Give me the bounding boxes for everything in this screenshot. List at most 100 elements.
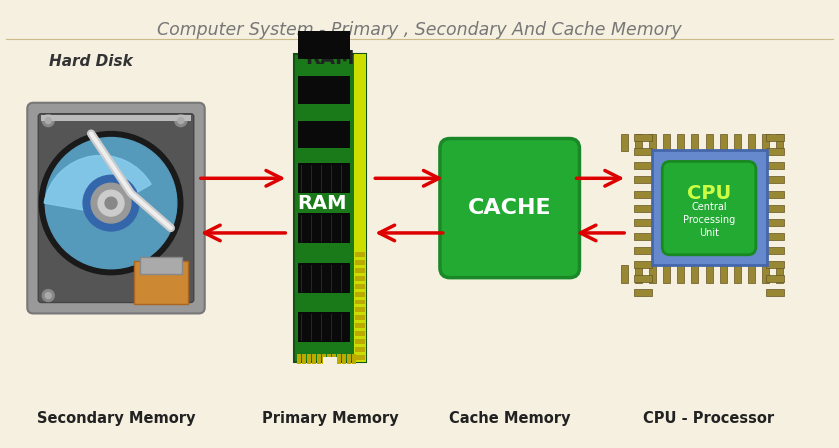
- Text: RAM: RAM: [305, 49, 355, 68]
- Text: RAM: RAM: [298, 194, 347, 213]
- Bar: [342, 354, 347, 364]
- Text: Secondary Memory: Secondary Memory: [37, 411, 195, 426]
- FancyBboxPatch shape: [28, 103, 205, 314]
- Bar: [322, 354, 326, 364]
- Bar: [748, 134, 755, 151]
- FancyBboxPatch shape: [41, 115, 190, 121]
- Circle shape: [42, 289, 55, 302]
- Bar: [621, 134, 628, 151]
- Bar: [355, 292, 365, 297]
- Bar: [355, 268, 365, 273]
- Bar: [766, 219, 784, 226]
- Bar: [355, 252, 365, 257]
- Bar: [352, 354, 357, 364]
- Bar: [355, 347, 365, 352]
- Bar: [355, 339, 365, 344]
- Bar: [302, 354, 306, 364]
- Text: Central
Processing
Unit: Central Processing Unit: [683, 202, 735, 238]
- Bar: [748, 265, 755, 283]
- Bar: [355, 355, 365, 360]
- FancyBboxPatch shape: [140, 257, 182, 274]
- Bar: [299, 165, 350, 193]
- Bar: [691, 134, 698, 151]
- Bar: [649, 265, 656, 283]
- Circle shape: [91, 183, 131, 223]
- Circle shape: [175, 115, 187, 127]
- Bar: [766, 148, 784, 155]
- FancyBboxPatch shape: [336, 49, 345, 57]
- Bar: [762, 265, 769, 283]
- Bar: [766, 233, 784, 240]
- Bar: [766, 247, 784, 254]
- Circle shape: [178, 118, 184, 124]
- Bar: [720, 265, 727, 283]
- Bar: [766, 134, 784, 141]
- Bar: [634, 190, 652, 198]
- Bar: [677, 134, 685, 151]
- Bar: [355, 284, 365, 289]
- Bar: [634, 134, 652, 141]
- Bar: [734, 134, 741, 151]
- Bar: [634, 275, 652, 282]
- Bar: [634, 219, 652, 226]
- Bar: [634, 247, 652, 254]
- Bar: [766, 163, 784, 169]
- Bar: [766, 289, 784, 296]
- Bar: [776, 265, 783, 283]
- Bar: [649, 134, 656, 151]
- Bar: [355, 307, 365, 312]
- FancyBboxPatch shape: [323, 357, 337, 367]
- Bar: [355, 315, 365, 320]
- Text: CPU: CPU: [687, 184, 731, 202]
- Bar: [355, 323, 365, 328]
- Bar: [347, 354, 352, 364]
- Bar: [634, 205, 652, 211]
- Bar: [663, 134, 670, 151]
- Bar: [621, 265, 628, 283]
- FancyBboxPatch shape: [39, 114, 194, 302]
- Bar: [355, 276, 365, 280]
- Bar: [663, 265, 670, 283]
- Text: Hard Disk: Hard Disk: [50, 54, 133, 69]
- Bar: [317, 354, 321, 364]
- Bar: [766, 177, 784, 183]
- Bar: [299, 263, 350, 293]
- Circle shape: [175, 289, 187, 302]
- Bar: [706, 265, 712, 283]
- Bar: [734, 265, 741, 283]
- Bar: [634, 289, 652, 296]
- Bar: [307, 354, 311, 364]
- Circle shape: [83, 175, 139, 231]
- Circle shape: [178, 293, 184, 298]
- Bar: [766, 205, 784, 211]
- Bar: [706, 134, 712, 151]
- Circle shape: [39, 132, 183, 275]
- Bar: [634, 177, 652, 183]
- Bar: [634, 261, 652, 268]
- Bar: [634, 233, 652, 240]
- Circle shape: [45, 293, 51, 298]
- Bar: [635, 265, 642, 283]
- Bar: [766, 190, 784, 198]
- FancyBboxPatch shape: [134, 261, 188, 305]
- Bar: [294, 54, 366, 362]
- Text: Computer System - Primary , Secondary And Cache Memory: Computer System - Primary , Secondary An…: [157, 21, 681, 39]
- Bar: [355, 260, 365, 265]
- Circle shape: [105, 197, 117, 209]
- Wedge shape: [44, 155, 151, 213]
- Text: Primary Memory: Primary Memory: [262, 411, 399, 426]
- Bar: [299, 312, 350, 342]
- Bar: [297, 354, 301, 364]
- Bar: [691, 265, 698, 283]
- Bar: [652, 151, 767, 265]
- Bar: [299, 213, 350, 243]
- Bar: [634, 163, 652, 169]
- Bar: [355, 300, 365, 305]
- Bar: [355, 332, 365, 336]
- Bar: [720, 134, 727, 151]
- Text: CACHE: CACHE: [468, 198, 551, 218]
- Bar: [337, 354, 341, 364]
- Circle shape: [45, 138, 177, 269]
- FancyBboxPatch shape: [440, 138, 580, 278]
- Bar: [635, 134, 642, 151]
